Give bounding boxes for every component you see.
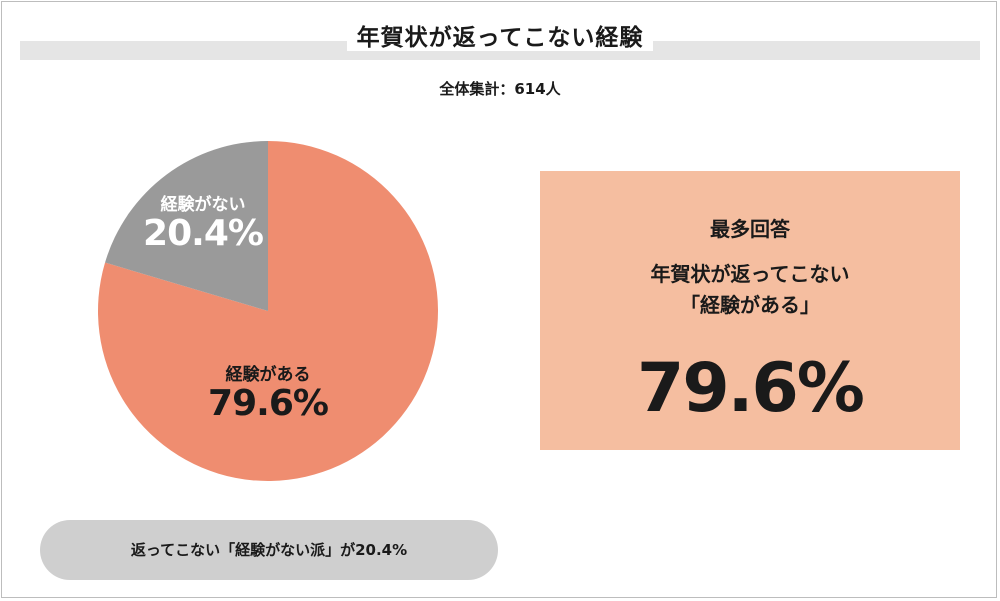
top-answer-text: 年賀状が返ってこない 「経験がある」 (540, 259, 960, 321)
footer-note-pill: 返ってこない「経験がない派」が20.4% (40, 520, 498, 580)
top-answer-line-1: 年賀状が返ってこない (650, 262, 850, 286)
slice-percent-no: 20.4% (143, 213, 264, 254)
slice-percent-yes: 79.6% (208, 383, 329, 424)
pie-slice-yes (97, 141, 438, 481)
chart-title: 年賀状が返ってこない経験 (0, 18, 1000, 52)
top-answer-box: 最多回答 年賀状が返ってこない 「経験がある」 79.6% (540, 171, 960, 450)
top-answer-line-2: 「経験がある」 (680, 293, 820, 317)
chart-subtitle: 全体集計：614人 (439, 80, 561, 98)
slice-name-yes: 経験がある (225, 365, 311, 385)
pie-slice-no (105, 141, 268, 311)
top-answer-heading: 最多回答 (710, 217, 790, 241)
slice-label-yes: 経験がある 79.6% (188, 360, 348, 423)
slice-label-no: 経験がない 20.4% (133, 190, 273, 253)
slice-name-no: 経験がない (160, 195, 246, 215)
top-answer-percent: 79.6% (637, 349, 865, 428)
